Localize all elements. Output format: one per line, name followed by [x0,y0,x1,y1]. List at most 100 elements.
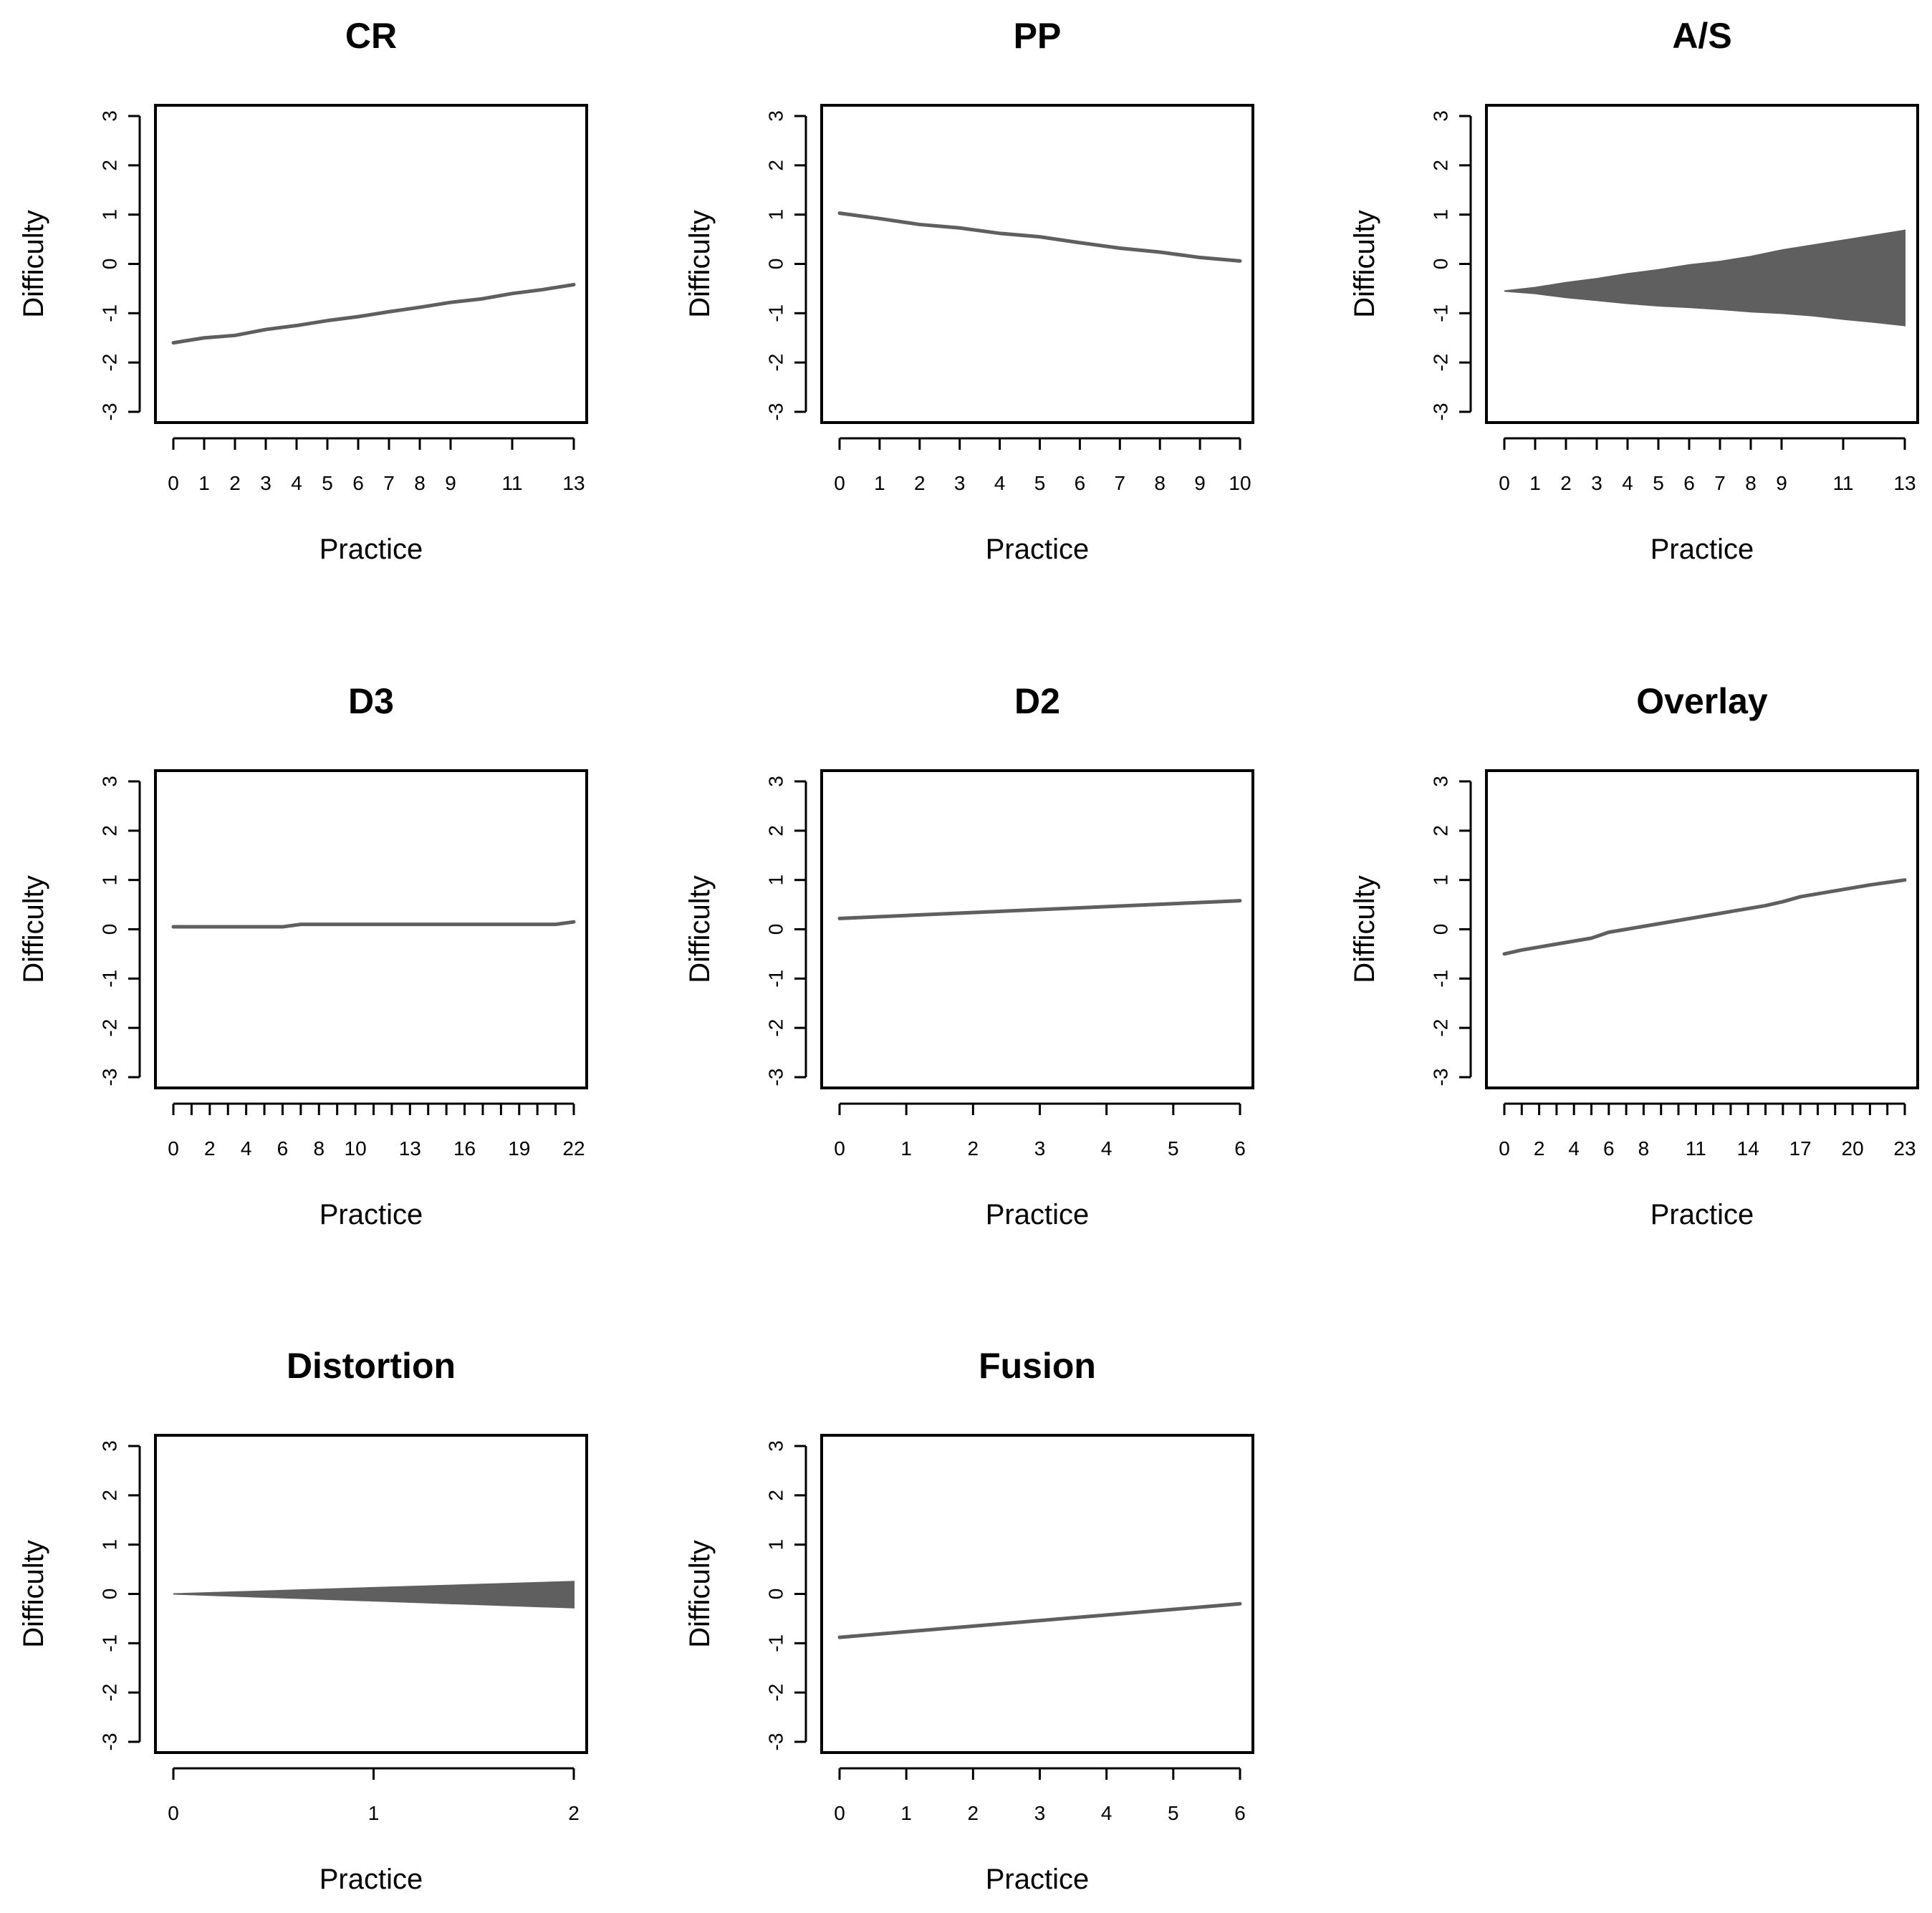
x-tick-label: 16 [453,1137,476,1160]
x-tick-label: 6 [1234,1137,1246,1160]
x-tick-label: 3 [1591,472,1602,494]
y-tick-label: -3 [1430,403,1452,421]
series-line [837,899,1242,920]
x-tick-label: 23 [1893,1137,1916,1160]
y-tick-label: -2 [765,354,787,372]
data-band [173,1581,575,1609]
panel-title: Fusion [979,1346,1096,1386]
y-tick-label: 2 [99,1490,121,1501]
x-tick-label: 0 [1499,472,1510,494]
y-tick-label: -1 [765,1634,787,1652]
y-tick-label: 3 [99,1440,121,1452]
x-tick-label: 17 [1789,1137,1812,1160]
panel-fusion: Fusion -3 -2 -1 0 1 2 3 Difficulty 0 1 2 3 4 5 6 Practic… [684,1346,1254,1895]
x-tick-label: 13 [1893,472,1916,494]
x-tick-label: 0 [168,472,179,494]
x-tick-label: 13 [562,472,585,494]
x-tick-label: 6 [1234,1802,1246,1824]
y-tick-label: -1 [99,304,121,322]
y-tick-label: -3 [765,1069,787,1086]
y-tick-label: 0 [765,1589,787,1600]
series-line [837,211,1242,263]
x-tick-label: 6 [277,1137,289,1160]
y-tick-label: -3 [765,1733,787,1751]
y-tick-label: 3 [1430,776,1452,787]
x-tick-label: 2 [1534,1137,1545,1160]
y-tick-label: 0 [99,1589,121,1600]
x-tick-label: 0 [168,1802,179,1824]
x-axis-label: Practice [1650,534,1754,565]
plot-frame [820,104,1254,424]
x-tick-label: 11 [501,472,522,494]
panel-title: PP [1014,16,1062,56]
y-tick-label: 0 [1430,259,1452,270]
y-tick-label: 0 [99,924,121,935]
y-axis-label: Difficulty [1349,875,1380,983]
x-axis-label: Practice [319,534,423,565]
x-tick-label: 22 [562,1137,585,1160]
y-tick-label: -3 [1430,1069,1452,1086]
y-axis-label: Difficulty [18,875,49,983]
y-tick-label: 3 [99,776,121,787]
x-tick-label: 6 [352,472,364,494]
x-tick-label: 2 [204,1137,216,1160]
x-tick-label: 8 [1745,472,1756,494]
y-tick-label: 2 [1430,160,1452,171]
y-tick-label: -1 [99,970,121,988]
x-tick-label: 4 [1101,1137,1112,1160]
x-tick-label: 1 [368,1802,380,1824]
y-tick-label: 3 [1430,110,1452,122]
x-tick-label: 3 [1034,1802,1046,1824]
plot-frame [1485,104,1919,424]
y-tick-label: -1 [765,970,787,988]
y-tick-label: -2 [1430,1019,1452,1037]
x-tick-label: 1 [874,472,885,494]
y-tick-label: 1 [765,209,787,221]
plot-frame [154,769,588,1089]
x-tick-label: 0 [834,472,845,494]
y-tick-label: -3 [99,1069,121,1086]
x-tick-label: 2 [568,1802,580,1824]
x-tick-label: 7 [383,472,395,494]
x-axis-label: Practice [986,534,1090,565]
plot-frame [154,1434,588,1754]
x-tick-label: 4 [994,472,1006,494]
x-tick-label: 6 [1075,472,1086,494]
x-tick-label: 0 [834,1137,845,1160]
x-tick-label: 5 [1168,1802,1179,1824]
y-tick-label: 0 [765,924,787,935]
y-axis-label: Difficulty [684,1540,716,1647]
y-tick-label: 1 [1430,874,1452,886]
panel-title: D2 [1014,681,1060,721]
plot-frame [154,104,588,424]
data-band [1504,229,1905,327]
x-axis-label: Practice [319,1199,423,1230]
series-line [1502,878,1907,956]
x-tick-label: 6 [1683,472,1695,494]
x-axis-label: Practice [986,1199,1090,1230]
series-line [171,282,576,345]
y-axis-label: Difficulty [18,1540,49,1647]
y-tick-label: -2 [1430,354,1452,372]
x-tick-label: 8 [313,1137,325,1160]
x-tick-label: 5 [1034,472,1046,494]
x-tick-label: 1 [1529,472,1541,494]
x-tick-label: 4 [1101,1802,1112,1824]
x-tick-label: 5 [1168,1137,1179,1160]
panel-d2: D2 -3 -2 -1 0 1 2 3 Difficulty 0 1 2 3 4 5 6 Practice [684,681,1254,1230]
y-tick-label: 3 [99,110,121,122]
plot-frame [1485,769,1919,1089]
y-axis-label: Difficulty [18,210,49,317]
y-tick-label: 2 [765,825,787,837]
x-tick-label: 0 [834,1802,845,1824]
x-tick-label: 19 [508,1137,530,1160]
x-tick-label: 11 [1832,472,1853,494]
x-tick-label: 3 [1034,1137,1046,1160]
x-tick-label: 4 [291,472,302,494]
x-tick-label: 13 [399,1137,421,1160]
x-tick-label: 0 [168,1137,179,1160]
y-tick-label: -1 [1430,970,1452,988]
x-tick-label: 1 [900,1802,912,1824]
